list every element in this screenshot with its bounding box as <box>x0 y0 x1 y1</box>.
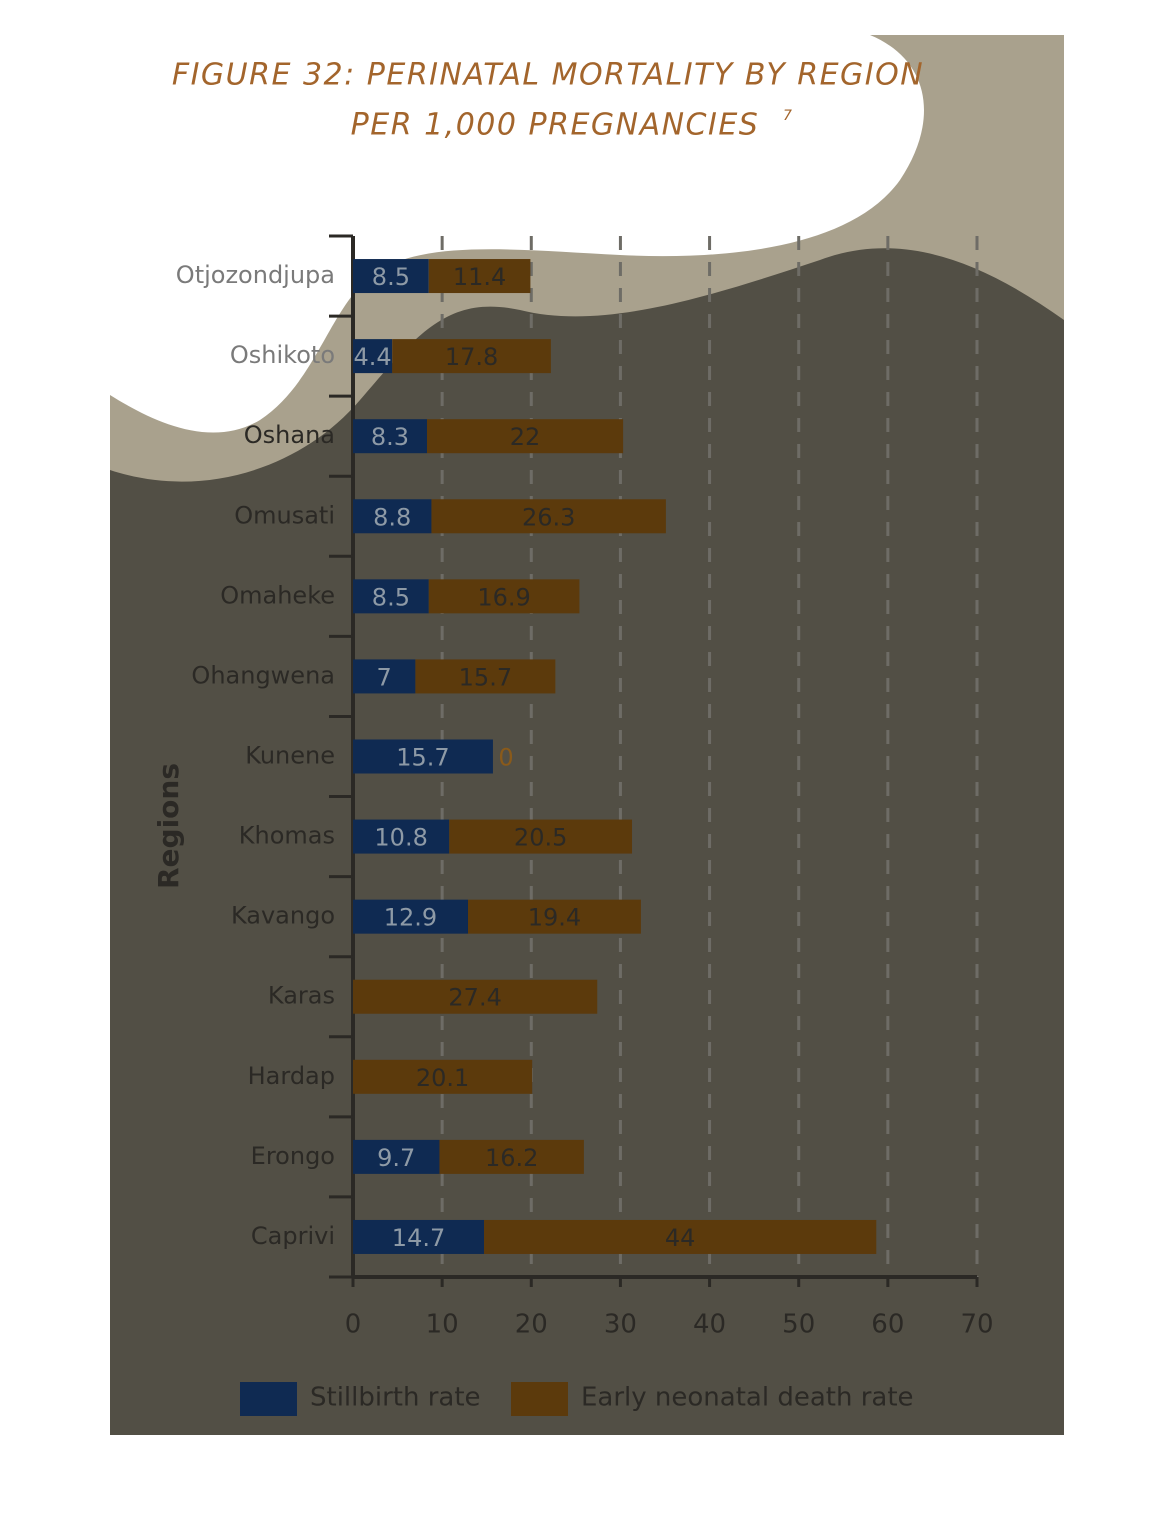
bar-segment <box>353 819 450 854</box>
y-tick-label: Oshana <box>244 421 335 449</box>
chart-subtitle: PER 1,000 PREGNANCIES <box>351 108 760 143</box>
y-tick-label: Kavango <box>231 902 335 930</box>
y-tick-label: Ohangwena <box>191 661 335 689</box>
bar-value-label: 8.3 <box>371 423 409 451</box>
legend-label: Early neonatal death rate <box>581 1383 914 1413</box>
bar-segment <box>353 979 598 1014</box>
bar-value-label: 8.5 <box>372 583 410 611</box>
bar-segment <box>353 579 429 614</box>
bar-value-label: 20.5 <box>514 824 567 852</box>
bar-value-label: 15.7 <box>396 744 449 772</box>
bar-value-label: 7 <box>377 663 392 691</box>
bar-segment <box>353 259 429 294</box>
top-margin <box>110 0 1064 35</box>
bar-value-label: 17.8 <box>445 343 498 371</box>
x-tick-label: 30 <box>604 1310 637 1340</box>
bar-segment <box>353 659 416 694</box>
x-tick-label: 50 <box>782 1310 815 1340</box>
x-tick-label: 40 <box>693 1310 726 1340</box>
bar-segment <box>467 899 641 934</box>
x-tick-label: 60 <box>871 1310 904 1340</box>
bar-value-label: 44 <box>665 1224 696 1252</box>
bar-segment <box>353 1219 485 1254</box>
y-tick-label: Caprivi <box>251 1222 335 1250</box>
bar-segment <box>439 1139 584 1174</box>
bar-segment <box>484 1219 877 1254</box>
bar-value-label: 10.8 <box>374 824 427 852</box>
x-tick-label: 70 <box>960 1310 993 1340</box>
y-tick-label: Hardap <box>248 1062 335 1090</box>
x-tick-label: 0 <box>345 1310 362 1340</box>
bar-value-label: 16.9 <box>477 583 530 611</box>
y-axis-label: Regions <box>152 763 185 889</box>
bar-segment <box>353 1059 533 1094</box>
bar-segment <box>353 1139 440 1174</box>
y-tick-label: Erongo <box>251 1142 335 1170</box>
y-tick-label: Kunene <box>245 742 335 770</box>
bar-value-label: 4.4 <box>354 343 392 371</box>
bar-value-label: 26.3 <box>522 503 575 531</box>
bar-value-label: 11.4 <box>453 263 506 291</box>
bar-segment <box>353 339 393 374</box>
bar-segment <box>449 819 633 854</box>
bar-segment <box>353 899 468 934</box>
x-tick-label: 10 <box>426 1310 459 1340</box>
bar-value-label: 20.1 <box>416 1064 469 1092</box>
bar-segment <box>353 499 432 534</box>
bar-segment <box>431 499 666 534</box>
bar-value-label: 12.9 <box>384 904 437 932</box>
bar-value-label: 9.7 <box>377 1144 415 1172</box>
bar-segment <box>353 419 427 454</box>
footnote-marker: 7 <box>783 108 792 124</box>
y-tick-label: Omusati <box>234 501 335 529</box>
bar-value-label: 14.7 <box>392 1224 445 1252</box>
legend-swatch <box>240 1382 297 1416</box>
y-tick-label: Karas <box>268 982 335 1010</box>
chart-title: FIGURE 32: PERINATAL MORTALITY BY REGION <box>172 58 924 93</box>
bar-value-label: 15.7 <box>459 663 512 691</box>
bar-value-label: 16.2 <box>485 1144 538 1172</box>
y-tick-label: Otjozondjupa <box>176 261 335 289</box>
x-tick-label: 20 <box>515 1310 548 1340</box>
bar-segment <box>353 739 493 774</box>
y-tick-label: Omaheke <box>220 581 335 609</box>
bar-value-label: 22 <box>510 423 541 451</box>
bar-value-label: 19.4 <box>528 904 581 932</box>
y-tick-label: Oshikoto <box>230 341 335 369</box>
legend-label: Stillbirth rate <box>310 1383 481 1413</box>
wave-white <box>110 35 924 433</box>
bar-segment <box>426 419 624 454</box>
legend-swatch <box>511 1382 568 1416</box>
bar-segment <box>392 339 551 374</box>
bar-segment <box>415 659 556 694</box>
bar-segment <box>428 579 580 614</box>
bar-value-label: 8.8 <box>373 503 411 531</box>
bar-segment <box>428 259 531 294</box>
y-tick-label: Khomas <box>239 822 335 850</box>
bar-value-label: 8.5 <box>372 263 410 291</box>
bar-value-label: 0 <box>498 744 513 772</box>
bar-value-label: 27.4 <box>448 984 501 1012</box>
